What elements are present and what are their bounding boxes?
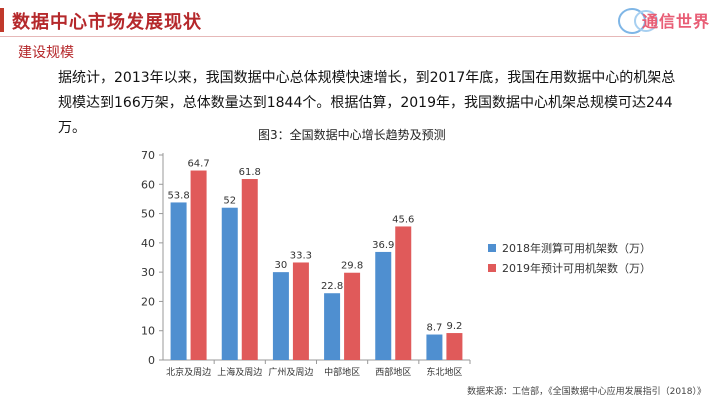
- legend-label: 2019年预计可用机架数（万）: [502, 261, 651, 275]
- data-label: 36.9: [372, 240, 394, 251]
- bar: [446, 333, 463, 360]
- bar: [221, 207, 238, 360]
- bar: [272, 272, 289, 360]
- y-tick-label: 40: [141, 237, 155, 250]
- data-label: 52: [223, 196, 236, 207]
- intro-paragraph: 据统计，2013年以来，我国数据中心总体规模快速增长，到2017年底，我国在用数…: [58, 70, 676, 136]
- title-accent-bar: [0, 8, 4, 32]
- bar: [395, 226, 412, 360]
- y-tick-label: 10: [141, 325, 155, 338]
- x-tick-label: 北京及周边: [166, 366, 211, 378]
- x-tick-label: 上海及周边: [217, 366, 262, 378]
- bar: [375, 251, 392, 360]
- bar: [344, 272, 361, 360]
- y-tick-label: 20: [141, 295, 155, 308]
- data-label: 22.8: [321, 281, 343, 292]
- data-label: 64.7: [187, 159, 209, 170]
- y-tick-label: 50: [141, 208, 155, 221]
- data-label: 8.7: [426, 323, 442, 334]
- data-label: 29.8: [341, 261, 363, 272]
- legend-swatch: [488, 244, 496, 252]
- data-label: 53.8: [167, 190, 189, 201]
- logo-text: 通信世界: [641, 12, 710, 31]
- bar: [426, 334, 443, 360]
- x-tick-label: 西部地区: [375, 366, 411, 378]
- data-label: 9.2: [446, 321, 462, 332]
- data-label: 30: [275, 260, 288, 271]
- y-tick-label: 0: [148, 354, 155, 367]
- x-tick-label: 中部地区: [324, 366, 360, 378]
- x-tick-label: 广州及周边: [268, 366, 313, 378]
- y-tick-label: 60: [141, 178, 155, 191]
- y-tick-label: 30: [141, 266, 155, 279]
- bar: [170, 202, 187, 360]
- data-label: 61.8: [239, 167, 261, 178]
- data-label: 33.3: [290, 250, 312, 261]
- x-tick-label: 东北地区: [426, 366, 462, 378]
- y-tick-label: 70: [141, 149, 155, 162]
- bar: [241, 179, 258, 360]
- bar: [324, 293, 341, 360]
- chart-title: 图3：全国数据中心增长趋势及预测: [258, 128, 446, 142]
- section-subtitle: 建设规模: [18, 45, 74, 61]
- legend-swatch: [488, 264, 496, 272]
- header-divider: [0, 36, 640, 37]
- logo-icon: [618, 8, 658, 34]
- bar: [190, 170, 207, 360]
- bar: [292, 262, 309, 360]
- page-title: 数据中心市场发展现状: [12, 12, 202, 33]
- data-label: 45.6: [392, 214, 414, 225]
- data-source: 数据来源：工信部，《全国数据中心应用发展指引（2018）》: [467, 387, 706, 397]
- legend-label: 2018年测算可用机架数（万）: [502, 241, 651, 255]
